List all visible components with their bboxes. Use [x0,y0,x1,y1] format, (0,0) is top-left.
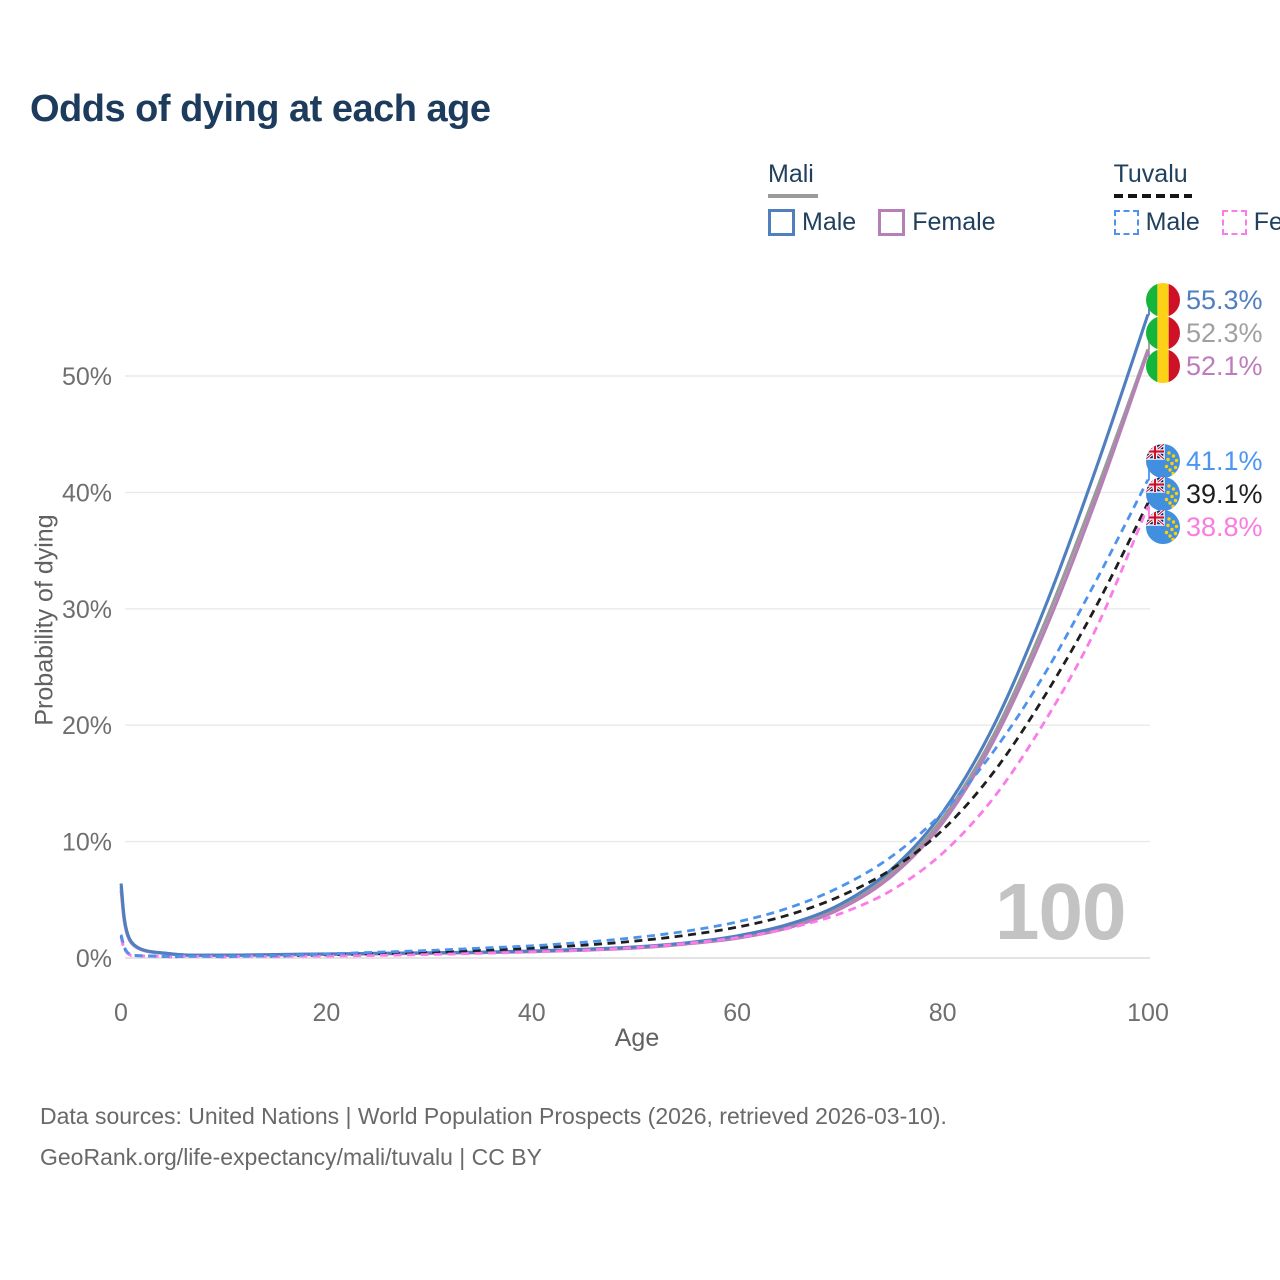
data-sources: Data sources: United Nations | World Pop… [40,1096,947,1178]
data-sources-line1: Data sources: United Nations | World Pop… [40,1103,947,1129]
end-label-mali-female: 52.1% [1146,349,1263,383]
age-counter-watermark: 100 [995,867,1126,956]
mali-female-swatch-icon [878,209,906,236]
tuvalu-flag-icon [1146,510,1180,544]
end-value: 55.3% [1186,284,1263,315]
x-tick-label: 60 [723,999,751,1027]
series-line-mali-total [119,348,1150,957]
y-tick-label: 20% [62,712,112,740]
y-axis-title: Probability of dying [30,514,59,726]
legend: Mali Male Female Tuvalu Male [768,160,1280,237]
tuvalu-total-line-swatch [1113,194,1192,198]
end-label-tuvalu-male: 41.1% [1146,444,1263,478]
series-line-tuvalu-male [119,478,1150,959]
y-tick-label: 40% [62,479,112,507]
mali-flag-icon [1146,283,1180,317]
legend-country-tuvalu: Tuvalu [1113,160,1188,188]
legend-label: Male [1145,208,1200,236]
end-label-mali-total: 52.3% [1146,316,1263,350]
mali-flag-icon [1146,316,1180,350]
chart-title: Odds of dying at each age [30,88,491,130]
y-tick-label: 10% [62,829,112,857]
end-value: 41.1% [1186,445,1263,476]
tuvalu-flag-icon [1146,477,1180,511]
legend-item-tuvalu-female[interactable]: Female [1221,208,1280,237]
x-tick-label: 0 [114,999,128,1027]
series-line-mali-male [119,313,1150,957]
y-tick-label: 0% [76,945,112,973]
legend-label: Male [802,208,857,236]
end-label-tuvalu-female: 38.8% [1146,510,1263,544]
legend-group-mali: Mali Male Female [768,160,996,237]
end-value: 52.1% [1186,350,1263,381]
series-line-tuvalu-total [119,502,1150,959]
tuvalu-female-swatch-icon [1221,210,1247,235]
x-tick-label: 40 [518,999,546,1027]
x-axis-title: Age [614,1024,660,1052]
mali-flag-icon [1146,349,1180,383]
legend-item-mali-male[interactable]: Male [768,208,856,237]
mali-male-swatch-icon [768,209,795,236]
legend-country-mali: Mali [768,160,814,188]
end-value: 52.3% [1186,317,1263,348]
end-value: 39.1% [1186,478,1263,509]
x-tick-label: 80 [929,999,957,1027]
legend-label: Female [912,208,996,236]
x-tick-label: 100 [1127,999,1169,1027]
legend-item-tuvalu-male[interactable]: Male [1113,208,1200,237]
mali-total-line-swatch [768,194,818,198]
legend-label: Female [1253,208,1280,236]
end-label-tuvalu-total: 39.1% [1146,477,1263,511]
chart-plot-area: 0% 10% 20% 30% 40% 50% 0 20 40 60 80 100 [62,299,1169,1027]
legend-group-tuvalu: Tuvalu Male Female [1113,160,1280,237]
tuvalu-male-swatch-icon [1113,210,1139,235]
series-line-mali-female [119,351,1150,957]
end-label-mali-male: 55.3% [1146,283,1263,317]
data-sources-line2: GeoRank.org/life-expectancy/mali/tuvalu … [40,1144,542,1170]
y-tick-label: 50% [62,363,112,391]
legend-item-mali-female[interactable]: Female [878,208,996,237]
tuvalu-flag-icon [1146,444,1180,478]
x-tick-label: 20 [312,999,340,1027]
y-tick-label: 30% [62,596,112,624]
end-value: 38.8% [1186,511,1263,542]
